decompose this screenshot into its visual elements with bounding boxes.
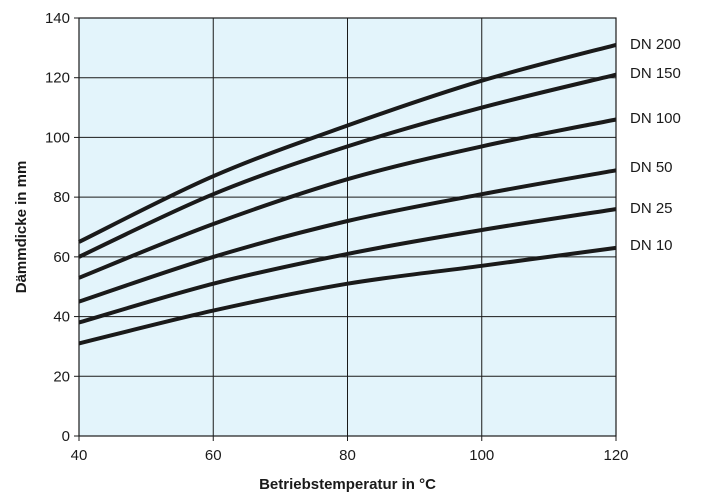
- series-label-dn-10: DN 10: [630, 237, 673, 254]
- series-line-dn-10: [78, 245, 617, 346]
- series-label-dn-50: DN 50: [630, 159, 673, 176]
- series-line-dn-150: [78, 72, 617, 259]
- y-tick-label-40: 40: [53, 309, 70, 326]
- x-tick-label-40: 40: [71, 447, 88, 464]
- x-tick-label-80: 80: [339, 447, 356, 464]
- series-line-dn-100: [78, 117, 617, 280]
- axes: 0 20 40 60 80 100 120 140 40 60 80 100 120: [45, 10, 629, 464]
- series-label-dn-150: DN 150: [630, 65, 681, 82]
- y-tick-label-20: 20: [53, 368, 70, 385]
- series-lines: [78, 42, 617, 346]
- series-label-dn-100: DN 100: [630, 110, 681, 127]
- y-tick-label-0: 0: [62, 428, 70, 445]
- x-tick-label-100: 100: [469, 447, 494, 464]
- series-line-dn-50: [78, 168, 617, 304]
- series-label-dn-200: DN 200: [630, 36, 681, 53]
- series-labels: DN 200 DN 150 DN 100 DN 50 DN 25 DN 10: [630, 36, 681, 254]
- series-label-dn-25: DN 25: [630, 200, 673, 217]
- y-tick-label-140: 140: [45, 10, 70, 27]
- x-tick-label-60: 60: [205, 447, 222, 464]
- y-tick-label-100: 100: [45, 129, 70, 146]
- y-tick-label-60: 60: [53, 249, 70, 266]
- y-axis-label: Dämmdicke in mm: [13, 161, 30, 294]
- y-tick-label-120: 120: [45, 70, 70, 87]
- x-tick-label-120: 120: [603, 447, 628, 464]
- series-line-dn-25: [78, 207, 617, 325]
- series-line-dn-200: [78, 42, 617, 244]
- x-axis-label: Betriebstemperatur in °C: [259, 476, 436, 493]
- y-tick-label-80: 80: [53, 189, 70, 206]
